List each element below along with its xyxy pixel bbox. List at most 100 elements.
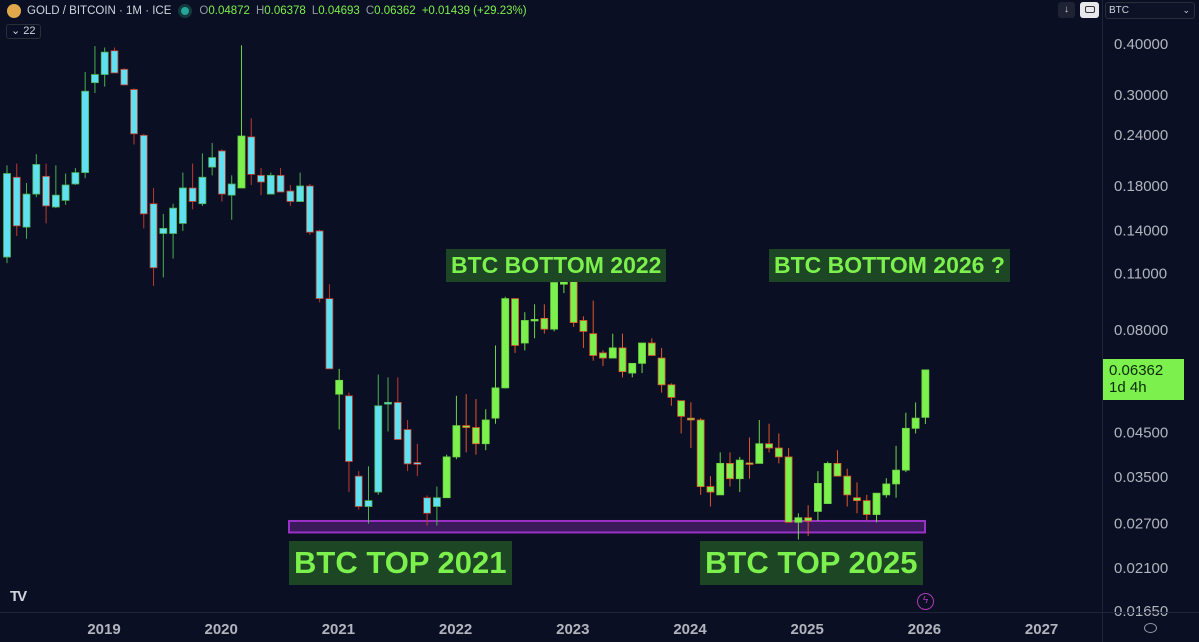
candle-body (305, 185, 314, 233)
candle-body (579, 320, 588, 332)
candle-body (296, 185, 305, 202)
candle-body (511, 298, 519, 346)
candle-body (413, 462, 422, 465)
indicators-toggle[interactable]: ⌄ 22 (6, 24, 41, 39)
lightning-icon[interactable]: ϟ (917, 593, 934, 610)
candle-body (716, 463, 725, 496)
annotation-bottom-2026[interactable]: BTC BOTTOM 2026 ? (769, 249, 1010, 282)
candle-body (22, 193, 31, 228)
candle-body (491, 387, 500, 419)
high-value: 0.06378 (264, 5, 306, 17)
price-tick: 0.04500 (1114, 424, 1168, 441)
arrow-down-icon: ↓ (1064, 4, 1069, 15)
candle-body (208, 157, 217, 168)
price-axis-divider (1102, 0, 1103, 642)
gold-logo-icon (7, 4, 21, 18)
fullscreen-button[interactable] (1080, 2, 1099, 18)
currency-select[interactable]: BTC ⌄ (1105, 2, 1195, 19)
annotation-bottom-2022[interactable]: BTC BOTTOM 2022 (446, 249, 667, 282)
candle-body (325, 298, 334, 370)
annotation-top-2021[interactable]: BTC TOP 2021 (289, 541, 512, 585)
candle-body (51, 194, 60, 208)
candle-body (130, 89, 138, 135)
price-tick: 0.02700 (1114, 515, 1168, 532)
candle-body (423, 497, 432, 514)
candle-body (335, 379, 344, 395)
candle-body (814, 482, 822, 512)
time-tick: 2022 (439, 621, 472, 638)
time-tick: 2023 (556, 621, 589, 638)
candle-body (745, 462, 754, 465)
candle-body (765, 443, 773, 449)
last-price-label: 0.06362 1d 4h (1103, 359, 1184, 400)
candle-body (276, 174, 285, 193)
candle-body (3, 173, 11, 258)
candle-body (384, 401, 392, 405)
candle-body (452, 425, 461, 458)
tradingview-logo-icon[interactable]: TV (10, 588, 27, 605)
candle-body (608, 347, 617, 359)
market-status-icon (181, 7, 190, 15)
scroll-to-latest-button[interactable]: ↓ (1058, 2, 1075, 18)
price-tick: 0.14000 (1114, 223, 1168, 240)
candle-body (657, 357, 666, 386)
candle-body (599, 352, 607, 359)
indicator-count: 22 (23, 25, 36, 37)
price-tick: 0.11000 (1114, 266, 1167, 283)
candle-body (472, 427, 480, 445)
price-tick: 0.40000 (1114, 36, 1168, 53)
candle-body (794, 517, 803, 523)
candle-body (677, 400, 686, 417)
time-tick: 2027 (1025, 621, 1058, 638)
low-value: 0.04693 (318, 5, 360, 17)
candle-body (286, 190, 295, 202)
annotation-top-2025[interactable]: BTC TOP 2025 (700, 541, 923, 585)
candle-body (628, 362, 637, 374)
candle-body (853, 497, 861, 502)
candle-body (462, 425, 471, 428)
candle-body (432, 497, 441, 507)
candle-body (784, 456, 793, 523)
candle-body (921, 369, 930, 418)
time-tick: 2021 (322, 621, 355, 638)
candle-body (71, 172, 80, 185)
time-tick: 2020 (205, 621, 238, 638)
candle-body (149, 203, 158, 269)
candle-body (315, 230, 324, 300)
symbol-title[interactable]: GOLD / BITCOIN · 1M · ICE (27, 5, 172, 17)
time-axis-divider (0, 612, 1199, 613)
support-zone (288, 519, 926, 534)
candle-body (169, 207, 177, 234)
candle-body (393, 401, 402, 440)
time-tick: 2025 (791, 621, 824, 638)
bar-countdown: 1d 4h (1109, 379, 1147, 396)
candle-body (178, 187, 187, 224)
candle-body (61, 184, 70, 201)
price-tick: 0.08000 (1114, 322, 1168, 339)
settings-eye-icon[interactable] (1144, 623, 1157, 633)
time-tick: 2026 (908, 621, 941, 638)
candle-body (520, 320, 529, 344)
time-tick: 2019 (87, 621, 120, 638)
candle-body (110, 50, 119, 74)
candle-body (833, 463, 842, 477)
candle-body (687, 417, 695, 421)
candle-body (266, 174, 275, 195)
candle-body (530, 319, 539, 322)
candle-body (638, 342, 646, 364)
candle-body (218, 150, 226, 195)
candle-body (345, 395, 353, 462)
expand-icon (1084, 6, 1095, 13)
ohlc-values: O0.04872 H0.06378 L0.04693 C0.06362 +0.0… (199, 5, 527, 17)
candle-body (442, 456, 451, 499)
price-tick: 0.03500 (1114, 469, 1168, 486)
candle-body (188, 187, 197, 202)
candle-body (12, 176, 21, 227)
candle-body (227, 183, 236, 196)
symbol-header: GOLD / BITCOIN · 1M · ICE O0.04872 H0.06… (7, 4, 527, 18)
candle-body (589, 333, 598, 356)
candle-body (403, 429, 412, 465)
candle-body (247, 136, 256, 175)
candle-body (706, 486, 715, 493)
